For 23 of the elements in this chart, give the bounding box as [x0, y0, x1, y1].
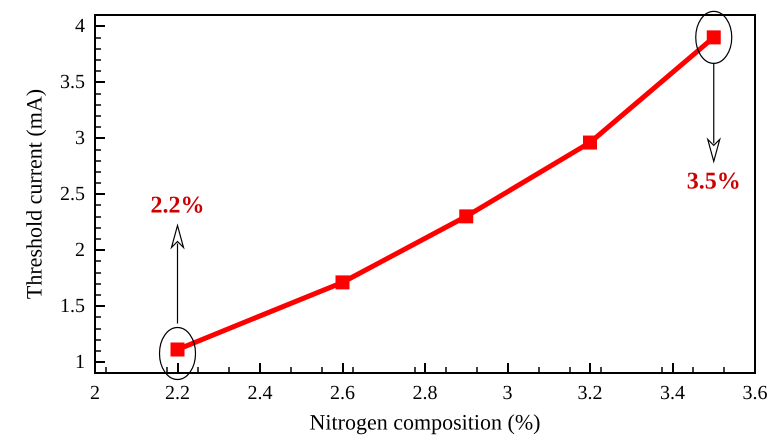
y-tick-label: 1	[75, 350, 85, 373]
x-tick-label: 2	[90, 382, 100, 404]
y-tick-label: 3.5	[60, 71, 85, 94]
annotation: 3.5%	[686, 168, 741, 194]
x-tick-label: 2.4	[248, 382, 272, 404]
y-tick-label: 3	[75, 127, 85, 150]
y-tick-label: 1.5	[60, 294, 85, 317]
x-tick-label: 3.4	[660, 382, 685, 404]
x-tick-label: 3	[502, 382, 512, 404]
x-tick-label: 3.2	[578, 382, 602, 404]
x-tick-label: 3.6	[742, 382, 768, 404]
annotation: 2.2%	[150, 192, 204, 219]
y-tick-label: 2.5	[60, 183, 85, 205]
point	[583, 136, 597, 150]
point	[459, 209, 474, 224]
y-tick-label: 2	[75, 238, 85, 261]
x-tick-label: 2.6	[330, 382, 355, 404]
x-tick-label: 2.2	[165, 382, 190, 404]
point	[336, 275, 350, 290]
y-axis-title: Threshold current (mA)	[22, 88, 46, 300]
x-tick-label: 2.8	[412, 382, 438, 404]
y-tick-label: 4	[75, 15, 85, 38]
x-axis-title: Nitrogen composition (%)	[310, 410, 540, 434]
